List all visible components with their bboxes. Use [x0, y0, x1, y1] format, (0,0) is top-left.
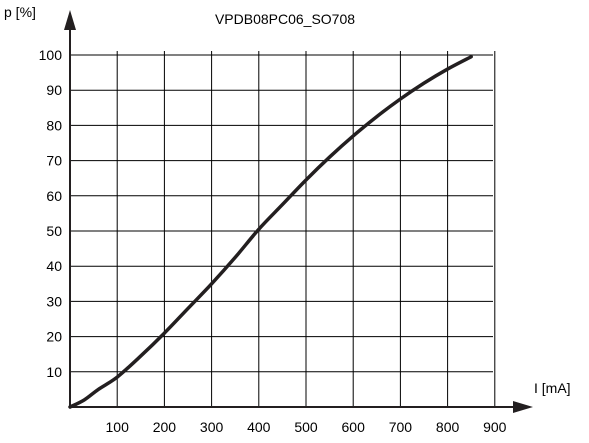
x-tick-label: 100 — [106, 419, 130, 435]
y-tick-label: 50 — [46, 223, 62, 239]
x-tick-label: 600 — [342, 419, 366, 435]
x-tick-label: 300 — [200, 419, 224, 435]
y-tick-label: 80 — [46, 117, 62, 133]
x-tick-label: 400 — [247, 419, 271, 435]
chart-title: VPDB08PC06_SO708 — [215, 11, 355, 27]
y-axis-arrow — [64, 10, 76, 30]
y-tick-label: 60 — [46, 188, 62, 204]
y-tick-label: 10 — [46, 364, 62, 380]
y-tick-label: 30 — [46, 293, 62, 309]
x-axis-label: I [mA] — [534, 380, 571, 396]
x-tick-label: 500 — [294, 419, 318, 435]
x-tick-label: 700 — [389, 419, 413, 435]
axes — [64, 10, 533, 413]
y-tick-label: 40 — [46, 258, 62, 274]
series — [68, 55, 473, 409]
x-tick-label: 200 — [153, 419, 177, 435]
y-tick-label: 100 — [39, 47, 63, 63]
grid — [70, 51, 496, 407]
y-tick-label: 70 — [46, 153, 62, 169]
y-tick-label: 90 — [46, 82, 62, 98]
x-axis-arrow — [513, 401, 533, 413]
y-axis-label: p [%] — [4, 4, 36, 20]
y-tick-label: 20 — [46, 329, 62, 345]
x-tick-label: 900 — [483, 419, 507, 435]
ticks: 100 200 300 400 500 600 700 800 900 10 20 30 40 50 60 7… — [39, 47, 507, 435]
series-line — [68, 55, 473, 409]
x-tick-label: 800 — [436, 419, 460, 435]
